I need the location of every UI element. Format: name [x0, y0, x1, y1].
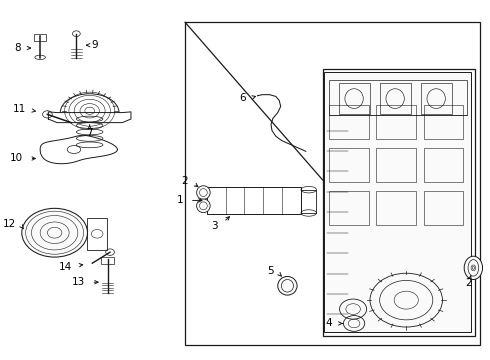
- Bar: [376, 148, 416, 182]
- Bar: [424, 191, 463, 225]
- Ellipse shape: [196, 186, 210, 199]
- Bar: [324, 72, 471, 332]
- Bar: [101, 257, 114, 264]
- Bar: [185, 22, 480, 345]
- Bar: [34, 35, 46, 41]
- Bar: [339, 83, 370, 114]
- Bar: [207, 187, 301, 214]
- Bar: [329, 191, 368, 225]
- Bar: [329, 80, 466, 116]
- Bar: [88, 218, 107, 250]
- Ellipse shape: [278, 276, 297, 295]
- Bar: [323, 69, 475, 336]
- Text: 1: 1: [177, 195, 184, 206]
- Text: 13: 13: [72, 277, 85, 287]
- Circle shape: [22, 208, 88, 257]
- Bar: [301, 190, 317, 213]
- Text: 2: 2: [466, 278, 472, 288]
- Bar: [329, 148, 368, 182]
- Text: 10: 10: [10, 153, 23, 163]
- Ellipse shape: [196, 199, 210, 213]
- Bar: [380, 83, 411, 114]
- Text: 4: 4: [325, 319, 332, 328]
- Text: 3: 3: [211, 221, 218, 231]
- Text: 2: 2: [181, 176, 188, 186]
- Text: 14: 14: [59, 262, 72, 272]
- Text: 5: 5: [267, 266, 274, 276]
- Bar: [421, 83, 452, 114]
- Bar: [376, 191, 416, 225]
- Ellipse shape: [464, 256, 483, 279]
- Bar: [424, 148, 463, 182]
- Text: 12: 12: [3, 219, 16, 229]
- Bar: [424, 105, 463, 139]
- Text: 11: 11: [12, 104, 25, 114]
- Text: 8: 8: [14, 43, 21, 53]
- Text: 9: 9: [92, 40, 98, 50]
- Text: 7: 7: [86, 128, 93, 138]
- Bar: [376, 105, 416, 139]
- Bar: [329, 105, 368, 139]
- Text: 6: 6: [239, 93, 245, 103]
